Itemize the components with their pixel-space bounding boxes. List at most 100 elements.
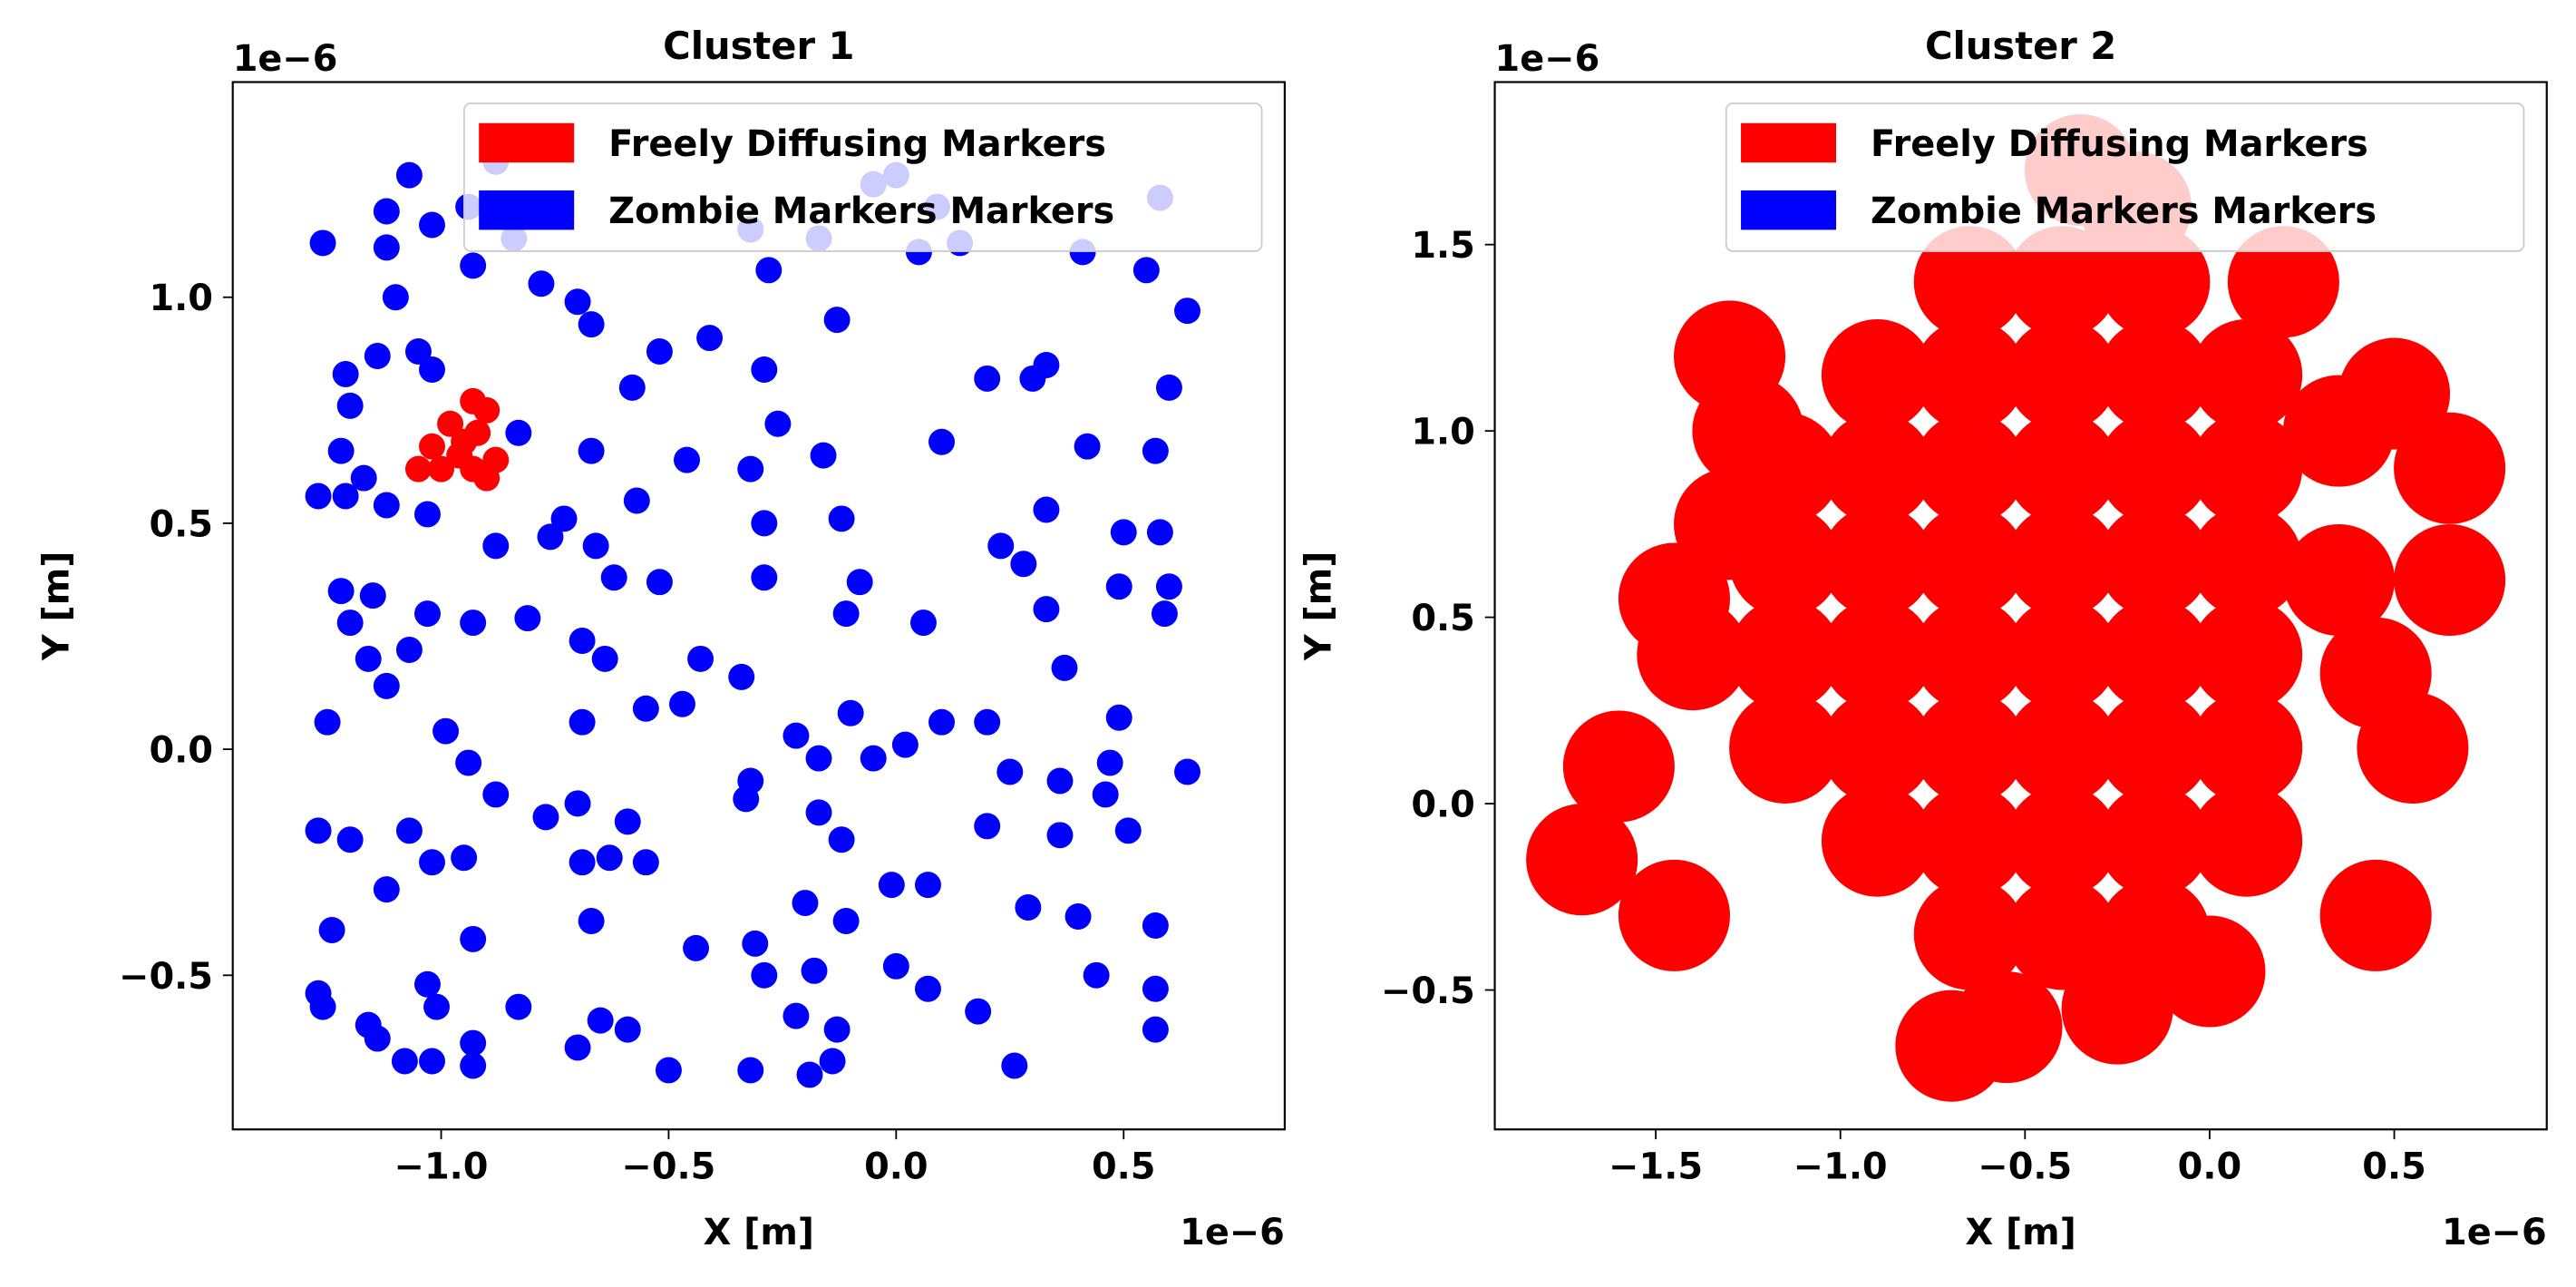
point bbox=[669, 690, 695, 717]
point bbox=[1142, 912, 1169, 939]
point bbox=[373, 876, 400, 903]
y-offset-text: 1e−6 bbox=[1495, 38, 1600, 80]
point bbox=[391, 1048, 418, 1075]
point bbox=[1010, 551, 1037, 578]
point bbox=[1821, 318, 1933, 432]
point bbox=[419, 849, 445, 876]
y-tick-label: −0.5 bbox=[1381, 970, 1475, 1012]
x-tick-label: −0.5 bbox=[1978, 1146, 2072, 1188]
point bbox=[309, 229, 336, 257]
y-tick-label: 1.0 bbox=[1411, 412, 1475, 453]
point bbox=[332, 360, 359, 387]
point bbox=[1913, 599, 2026, 711]
x-tick-label: −1.0 bbox=[394, 1146, 489, 1188]
point bbox=[482, 781, 510, 808]
point bbox=[1913, 691, 2026, 804]
point bbox=[1092, 781, 1119, 808]
point bbox=[1001, 1052, 1028, 1079]
y-tick-label: 1.0 bbox=[149, 278, 213, 319]
point bbox=[2153, 915, 2266, 1028]
point bbox=[505, 993, 532, 1020]
point bbox=[505, 419, 532, 446]
point bbox=[2227, 226, 2339, 338]
point bbox=[1950, 971, 2063, 1084]
point bbox=[914, 975, 941, 1002]
point bbox=[996, 758, 1024, 785]
point bbox=[755, 257, 783, 284]
point bbox=[578, 437, 605, 464]
point bbox=[878, 872, 905, 899]
point bbox=[909, 609, 937, 637]
point bbox=[1142, 437, 1169, 464]
y-tick-label: 0.5 bbox=[1411, 598, 1475, 639]
point bbox=[783, 1002, 810, 1029]
point bbox=[796, 1061, 823, 1088]
plot-area bbox=[305, 148, 1201, 1088]
point bbox=[1046, 822, 1074, 849]
point bbox=[2098, 505, 2211, 618]
point bbox=[1096, 749, 1123, 776]
point bbox=[1033, 496, 1060, 523]
y-tick-label: −0.5 bbox=[119, 956, 213, 998]
x-axis-label: X [m] bbox=[1965, 1212, 2075, 1253]
point bbox=[742, 930, 769, 957]
legend-swatch bbox=[1741, 122, 1837, 163]
point bbox=[846, 569, 873, 596]
point bbox=[837, 699, 864, 726]
point bbox=[355, 645, 382, 672]
point bbox=[2006, 412, 2118, 524]
point bbox=[1142, 975, 1169, 1002]
point bbox=[413, 501, 441, 528]
point bbox=[2061, 952, 2173, 1065]
point bbox=[2006, 785, 2118, 897]
legend-label: Zombie Markers Markers bbox=[608, 190, 1114, 232]
point bbox=[2098, 599, 2211, 711]
point bbox=[1674, 468, 1786, 580]
point bbox=[737, 455, 764, 483]
point bbox=[2006, 318, 2118, 432]
point bbox=[683, 934, 710, 961]
point bbox=[1033, 596, 1060, 623]
point bbox=[473, 396, 501, 424]
point bbox=[783, 722, 810, 749]
point bbox=[1051, 654, 1078, 681]
point bbox=[751, 510, 778, 537]
y-offset-text: 1e−6 bbox=[233, 38, 338, 80]
x-tick-label: −0.5 bbox=[622, 1146, 716, 1188]
point bbox=[914, 872, 941, 899]
point bbox=[359, 582, 386, 609]
point bbox=[828, 505, 855, 532]
point bbox=[404, 338, 432, 366]
point bbox=[1913, 226, 2026, 338]
point bbox=[591, 645, 618, 672]
point bbox=[600, 564, 627, 591]
point bbox=[1114, 817, 1142, 844]
point bbox=[373, 672, 400, 699]
point bbox=[2394, 523, 2506, 637]
point bbox=[395, 161, 423, 189]
point bbox=[974, 708, 1001, 736]
x-tick-label: 0.0 bbox=[2178, 1146, 2242, 1188]
point bbox=[2319, 859, 2432, 971]
point bbox=[2394, 412, 2506, 524]
point bbox=[1105, 704, 1132, 731]
point bbox=[614, 1016, 641, 1043]
point bbox=[305, 483, 332, 510]
point bbox=[419, 1048, 445, 1075]
point bbox=[928, 428, 955, 455]
point bbox=[514, 605, 541, 632]
point bbox=[1674, 300, 1786, 413]
point bbox=[751, 961, 778, 989]
point bbox=[828, 826, 855, 853]
point bbox=[550, 505, 578, 532]
chart-title: Cluster 2 bbox=[1925, 24, 2116, 68]
point bbox=[305, 817, 332, 844]
point bbox=[928, 708, 955, 736]
x-tick-label: −1.5 bbox=[1609, 1146, 1703, 1188]
point bbox=[482, 532, 510, 560]
point bbox=[801, 957, 828, 984]
x-tick-label: −1.0 bbox=[1793, 1146, 1888, 1188]
point bbox=[336, 609, 364, 637]
point bbox=[587, 1007, 614, 1034]
point bbox=[2098, 412, 2211, 524]
